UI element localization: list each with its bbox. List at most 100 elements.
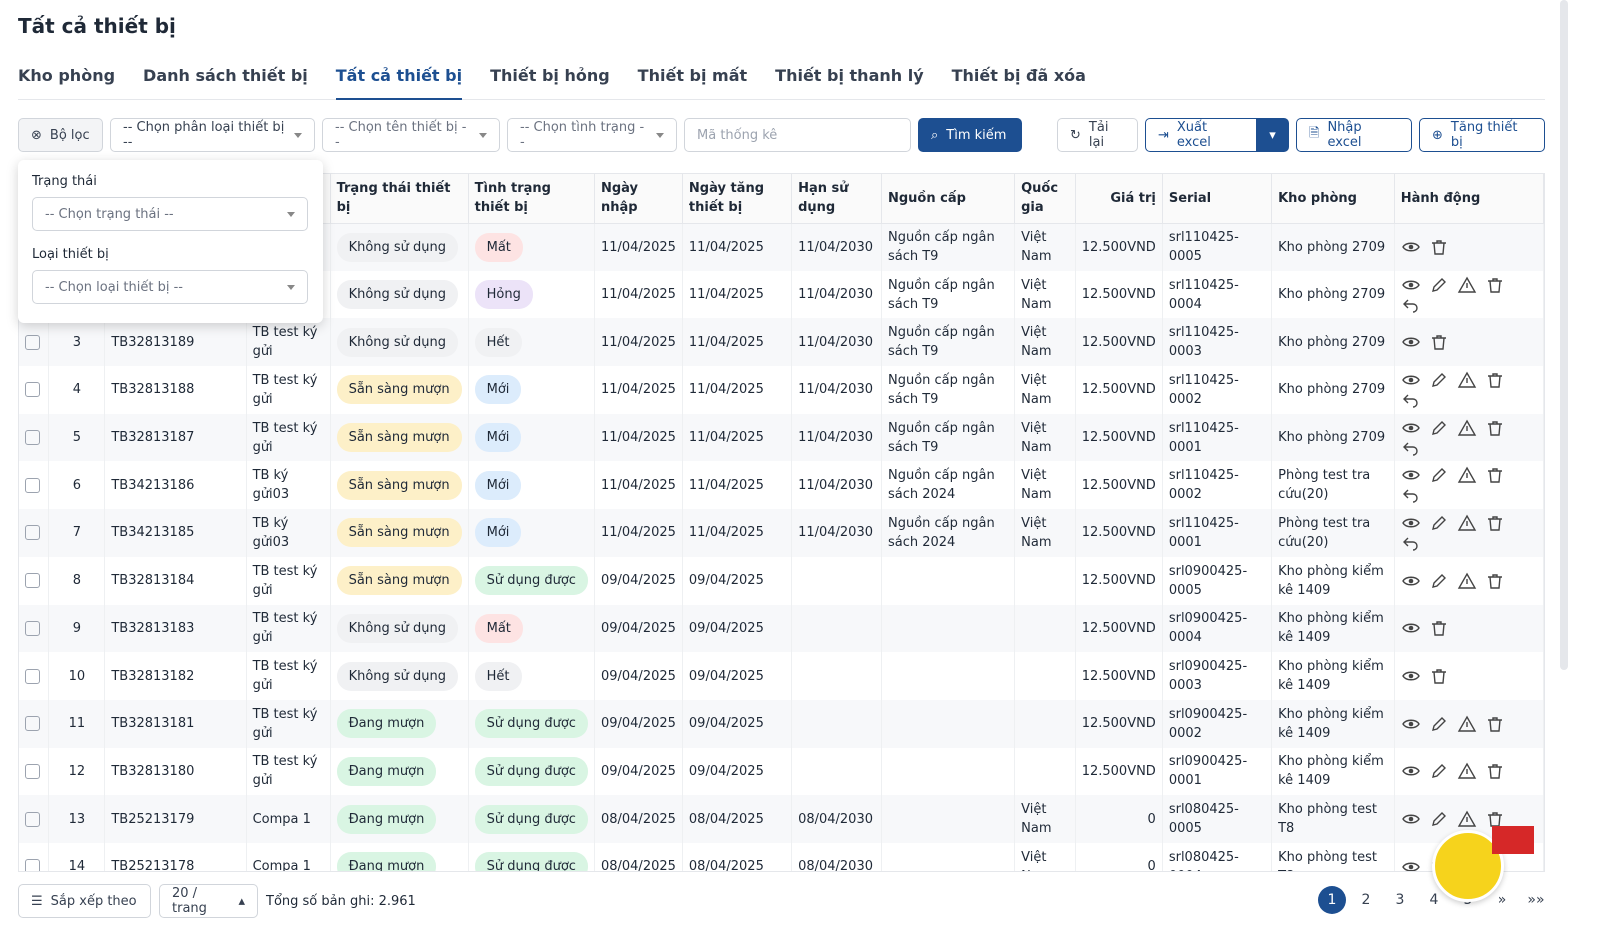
action-del[interactable] (1485, 418, 1505, 438)
action-warn[interactable] (1457, 513, 1477, 533)
action-view[interactable] (1401, 571, 1421, 591)
action-del[interactable] (1485, 714, 1505, 734)
action-warn[interactable] (1457, 275, 1477, 295)
add-button[interactable]: ⊕ Tăng thiết bị (1419, 118, 1545, 152)
action-view[interactable] (1401, 618, 1421, 638)
export-button[interactable]: ⇥ Xuất excel (1145, 118, 1257, 152)
action-warn[interactable] (1457, 714, 1477, 734)
action-view[interactable] (1401, 275, 1421, 295)
action-edit[interactable] (1429, 761, 1449, 781)
action-view[interactable] (1401, 513, 1421, 533)
row-checkbox[interactable] (25, 335, 40, 350)
action-undo[interactable] (1401, 485, 1421, 505)
reload-button[interactable]: ↻ Tải lại (1057, 118, 1138, 152)
condition-badge: Sử dụng được (475, 805, 588, 834)
action-warn[interactable] (1457, 370, 1477, 390)
action-edit[interactable] (1429, 465, 1449, 485)
action-warn[interactable] (1457, 465, 1477, 485)
action-view[interactable] (1401, 418, 1421, 438)
search-button[interactable]: ⌕ Tìm kiếm (918, 118, 1022, 152)
tab[interactable]: Thiết bị thanh lý (775, 60, 923, 100)
tab[interactable]: Thiết bị đã xóa (952, 60, 1086, 100)
source: Nguồn cấp ngân sách 2024 (888, 468, 995, 502)
action-edit[interactable] (1429, 513, 1449, 533)
source-cell: Nguồn cấp ngân sách T9 (881, 414, 1014, 462)
action-edit[interactable] (1429, 714, 1449, 734)
action-undo[interactable] (1401, 295, 1421, 315)
tab[interactable]: Kho phòng (18, 60, 115, 100)
action-del[interactable] (1429, 332, 1449, 352)
action-view[interactable] (1401, 332, 1421, 352)
name-select[interactable]: -- Chọn tên thiết bị -- (322, 118, 500, 152)
room-cell: Phòng test tra cứu(20) (1272, 461, 1395, 509)
room: Kho phòng 2709 (1278, 287, 1385, 302)
tab[interactable]: Thiết bị mất (638, 60, 747, 100)
action-del[interactable] (1485, 513, 1505, 533)
page-button[interactable]: 1 (1318, 886, 1346, 914)
checkbox-cell (19, 700, 49, 748)
page-size-select[interactable]: 20 / trang ▴ (159, 884, 258, 918)
type-select[interactable]: -- Chọn loại thiết bị -- (32, 270, 308, 304)
page-button[interactable]: »» (1522, 886, 1550, 914)
button-label: 20 / trang (172, 886, 230, 916)
action-undo[interactable] (1401, 390, 1421, 410)
action-del[interactable] (1429, 618, 1449, 638)
action-edit[interactable] (1429, 809, 1449, 829)
action-del[interactable] (1485, 465, 1505, 485)
category-select[interactable]: -- Chọn phân loại thiết bị -- (110, 118, 315, 152)
action-edit[interactable] (1429, 418, 1449, 438)
action-edit[interactable] (1429, 571, 1449, 591)
code-input[interactable]: Mã thống kê (684, 118, 911, 152)
status-badge: Đang mượn (337, 757, 437, 786)
action-warn[interactable] (1457, 571, 1477, 591)
action-del[interactable] (1429, 666, 1449, 686)
tab[interactable]: Tất cả thiết bị (336, 60, 462, 100)
action-view[interactable] (1401, 666, 1421, 686)
action-view[interactable] (1401, 237, 1421, 257)
action-del[interactable] (1485, 761, 1505, 781)
action-del[interactable] (1485, 275, 1505, 295)
source: Nguồn cấp ngân sách T9 (888, 278, 995, 312)
action-view[interactable] (1401, 370, 1421, 390)
action-view[interactable] (1401, 857, 1421, 872)
row-checkbox[interactable] (25, 716, 40, 731)
row-checkbox[interactable] (25, 525, 40, 540)
row-checkbox[interactable] (25, 812, 40, 827)
action-edit[interactable] (1429, 275, 1449, 295)
expiry: 11/04/2030 (798, 525, 873, 540)
action-view[interactable] (1401, 714, 1421, 734)
action-view[interactable] (1401, 809, 1421, 829)
export-dropdown[interactable]: ▾ (1256, 118, 1289, 152)
page-button[interactable]: 2 (1352, 886, 1380, 914)
tab[interactable]: Thiết bị hỏng (490, 60, 610, 100)
status-select[interactable]: -- Chọn trạng thái -- (32, 197, 308, 231)
row-checkbox[interactable] (25, 478, 40, 493)
tab[interactable]: Danh sách thiết bị (143, 60, 308, 100)
action-warn[interactable] (1457, 761, 1477, 781)
action-view[interactable] (1401, 465, 1421, 485)
country-cell (1015, 748, 1076, 796)
row-checkbox[interactable] (25, 430, 40, 445)
page-button[interactable]: 3 (1386, 886, 1414, 914)
sort-button[interactable]: ☰ Sắp xếp theo (18, 884, 151, 918)
row-checkbox[interactable] (25, 621, 40, 636)
row-checkbox[interactable] (25, 382, 40, 397)
action-edit[interactable] (1429, 370, 1449, 390)
action-del[interactable] (1429, 237, 1449, 257)
footer: ☰ Sắp xếp theo 20 / trang ▴ Tổng số bản … (18, 884, 416, 918)
action-undo[interactable] (1401, 438, 1421, 458)
action-warn[interactable] (1457, 418, 1477, 438)
row-checkbox[interactable] (25, 859, 40, 872)
action-del[interactable] (1485, 571, 1505, 591)
action-warn[interactable] (1457, 809, 1477, 829)
condition-select[interactable]: -- Chọn tình trạng -- (507, 118, 677, 152)
import-button[interactable]: 🗎 Nhập excel (1296, 118, 1412, 152)
action-undo[interactable] (1401, 533, 1421, 553)
row-checkbox[interactable] (25, 573, 40, 588)
row-checkbox[interactable] (25, 669, 40, 684)
expiry-cell (792, 700, 882, 748)
row-checkbox[interactable] (25, 764, 40, 779)
action-view[interactable] (1401, 761, 1421, 781)
filter-button[interactable]: ⊗ Bộ lọc (18, 118, 103, 152)
action-del[interactable] (1485, 370, 1505, 390)
